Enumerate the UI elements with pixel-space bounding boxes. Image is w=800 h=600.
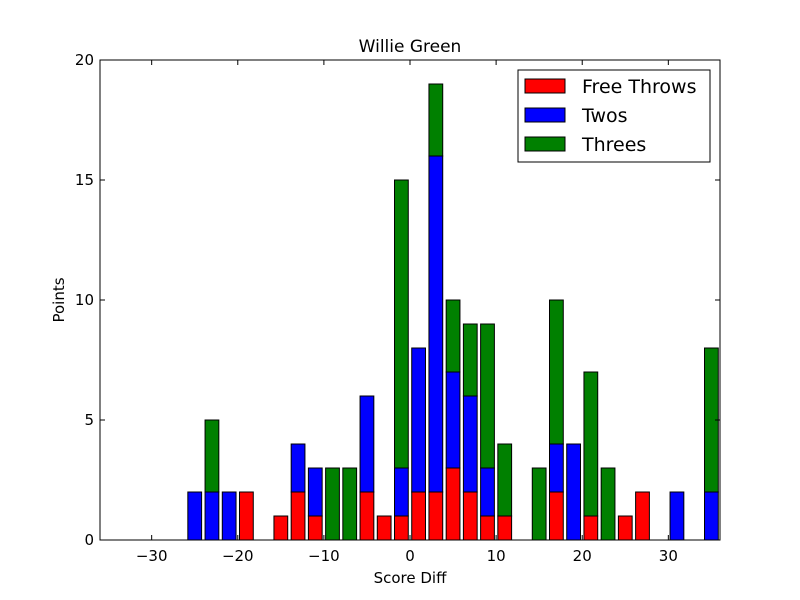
bar-threes-14: [342, 467, 358, 541]
bar-free-throws-16: [376, 515, 392, 541]
bar-free-throws-26: [549, 491, 564, 541]
x-tick-label: −30: [136, 547, 168, 565]
bar-free-throws-17: [394, 515, 409, 541]
bar-free-throws-8: [239, 491, 254, 541]
bar-threes-19: [428, 83, 444, 157]
legend-label-free-throws: Free Throws: [582, 76, 696, 98]
bar-twos-20: [445, 371, 461, 469]
x-tick-label: 10: [487, 547, 506, 565]
y-tick-label: 5: [84, 411, 94, 429]
bar-threes-22: [480, 323, 495, 469]
bar-free-throws-31: [635, 491, 650, 541]
bar-free-throws-11: [290, 491, 306, 541]
bar-threes-20: [445, 299, 461, 373]
legend-swatch-free-throws: [524, 78, 566, 94]
bar-twos-15: [359, 395, 375, 493]
y-tick-label: 10: [75, 291, 94, 309]
bar-twos-22: [480, 467, 495, 517]
bar-twos-35: [704, 491, 719, 541]
bar-free-throws-18: [411, 491, 427, 541]
bar-twos-11: [290, 443, 306, 493]
y-axis-label: Points: [50, 277, 68, 322]
ticks-layer: −30 −20 −10 0 10 20 30 0 5 10 15 20: [75, 51, 720, 565]
bar-twos-7: [221, 491, 237, 541]
bar-threes-23: [497, 443, 513, 517]
y-tick-label: 15: [75, 171, 94, 189]
bar-twos-27: [566, 443, 582, 541]
x-tick-label: 20: [573, 547, 592, 565]
chart-title: Willie Green: [359, 37, 462, 57]
bar-free-throws-28: [583, 515, 599, 541]
x-tick-label: 0: [405, 547, 415, 565]
bar-threes-17: [394, 179, 409, 469]
legend-swatch-twos: [524, 107, 566, 123]
bar-free-throws-21: [462, 491, 478, 541]
bar-twos-12: [307, 467, 323, 517]
bar-threes-21: [462, 323, 478, 397]
legend-label-twos: Twos: [581, 105, 628, 127]
x-tick-label: −20: [222, 547, 254, 565]
bar-threes-6: [204, 419, 220, 493]
bar-twos-17: [394, 467, 409, 517]
bar-threes-25: [531, 467, 547, 541]
bar-twos-21: [462, 395, 478, 493]
legend: Free Throws Twos Threes: [517, 69, 711, 163]
bar-twos-19: [428, 155, 444, 493]
bar-free-throws-30: [617, 515, 633, 541]
bar-twos-6: [204, 491, 220, 541]
bar-threes-26: [549, 299, 564, 445]
bar-threes-28: [583, 371, 599, 517]
bar-free-throws-10: [273, 515, 289, 541]
legend-label-threes: Threes: [581, 134, 646, 156]
bar-twos-33: [669, 491, 685, 541]
bar-free-throws-19: [428, 491, 444, 541]
y-tick-label: 20: [75, 51, 94, 69]
bar-free-throws-15: [359, 491, 375, 541]
bar-free-throws-12: [307, 515, 323, 541]
bar-twos-26: [549, 443, 564, 493]
x-axis-label: Score Diff: [374, 569, 447, 587]
bar-twos-5: [187, 491, 203, 541]
x-tick-label: 30: [659, 547, 678, 565]
bar-free-throws-22: [480, 515, 495, 541]
bar-twos-18: [411, 347, 427, 493]
bar-free-throws-20: [445, 467, 461, 541]
bar-threes-29: [600, 467, 616, 541]
x-tick-label: −10: [308, 547, 340, 565]
legend-swatch-threes: [524, 136, 566, 152]
bar-free-throws-23: [497, 515, 513, 541]
y-tick-label: 0: [84, 531, 94, 549]
bar-threes-13: [325, 467, 340, 541]
